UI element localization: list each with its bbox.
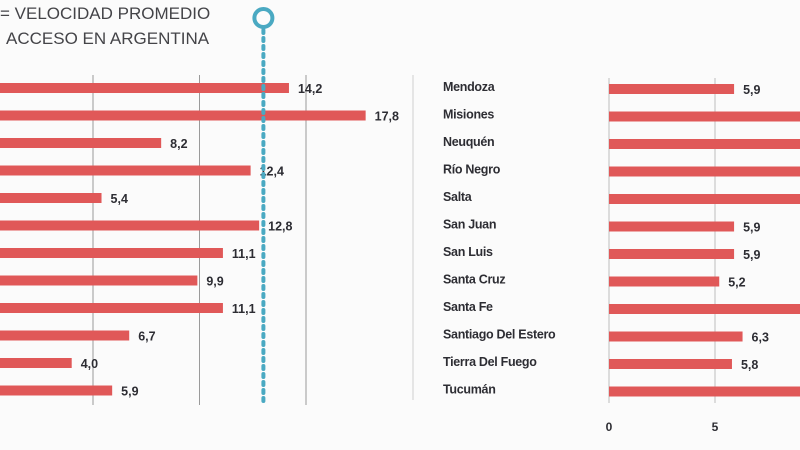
bar-value-label: 5,9: [743, 221, 760, 235]
bar: [609, 221, 735, 232]
bar: [609, 84, 735, 94]
bar: [609, 166, 800, 177]
bar-value-label: 11,1: [232, 247, 256, 261]
bar: [609, 194, 800, 204]
chart-title-line-2: ACCESO EN ARGENTINA: [6, 29, 210, 48]
bar-value-label: 12,8: [268, 220, 292, 234]
category-label: San Luis: [443, 245, 493, 259]
bar-value-label: 17,8: [375, 110, 399, 124]
category-label: Misiones: [443, 108, 494, 122]
bar: [0, 193, 102, 203]
bar: [0, 358, 72, 368]
category-label: Neuquén: [443, 135, 494, 149]
category-label: Santa Fe: [443, 300, 493, 314]
category-label: Santiago Del Estero: [443, 328, 556, 342]
x-tick-label: 0: [606, 420, 613, 434]
bar-value-label: 5,9: [743, 83, 760, 97]
bar: [609, 111, 800, 122]
bar-value-label: 5,9: [743, 248, 760, 262]
bar: [609, 359, 732, 369]
bar-value-label: 5,9: [121, 385, 138, 399]
chart-title-line-1: = VELOCIDAD PROMEDIO: [0, 4, 210, 23]
bar-value-label: 4,0: [81, 357, 98, 371]
bar: [0, 330, 130, 341]
bar: [609, 139, 800, 149]
bar: [0, 248, 223, 258]
bar: [609, 249, 735, 259]
bar: [0, 83, 289, 93]
bar: [0, 385, 113, 396]
bar: [609, 276, 720, 287]
bar: [609, 386, 800, 397]
bar-value-label: 6,3: [752, 331, 769, 345]
bar: [0, 165, 251, 176]
bar-value-label: 5,8: [741, 358, 758, 372]
bar-value-label: 6,7: [138, 330, 155, 344]
bar-value-label: 5,4: [111, 192, 128, 206]
bar-value-label: 8,2: [170, 137, 187, 151]
category-label: Mendoza: [443, 80, 496, 94]
category-label: Tierra Del Fuego: [443, 355, 537, 369]
average-marker-circle: [252, 7, 275, 29]
bar-value-label: 11,1: [232, 302, 256, 316]
category-label: San Juan: [443, 218, 496, 232]
bar-value-label: 5,2: [728, 276, 745, 290]
bar: [0, 138, 162, 148]
bar: [609, 304, 800, 314]
bar-value-label: 14,2: [298, 82, 322, 96]
bar: [0, 275, 198, 286]
bar: [0, 303, 223, 313]
bar: [0, 220, 260, 231]
x-tick-label: 5: [712, 420, 719, 434]
bar: [609, 331, 743, 342]
category-label: Salta: [443, 190, 473, 204]
category-label: Tucumán: [443, 383, 496, 397]
bar-value-label: 12,4: [260, 165, 284, 179]
bar: [0, 110, 366, 121]
bar-value-label: 9,9: [206, 275, 223, 289]
category-label: Santa Cruz: [443, 273, 505, 287]
category-label: Río Negro: [443, 163, 501, 177]
